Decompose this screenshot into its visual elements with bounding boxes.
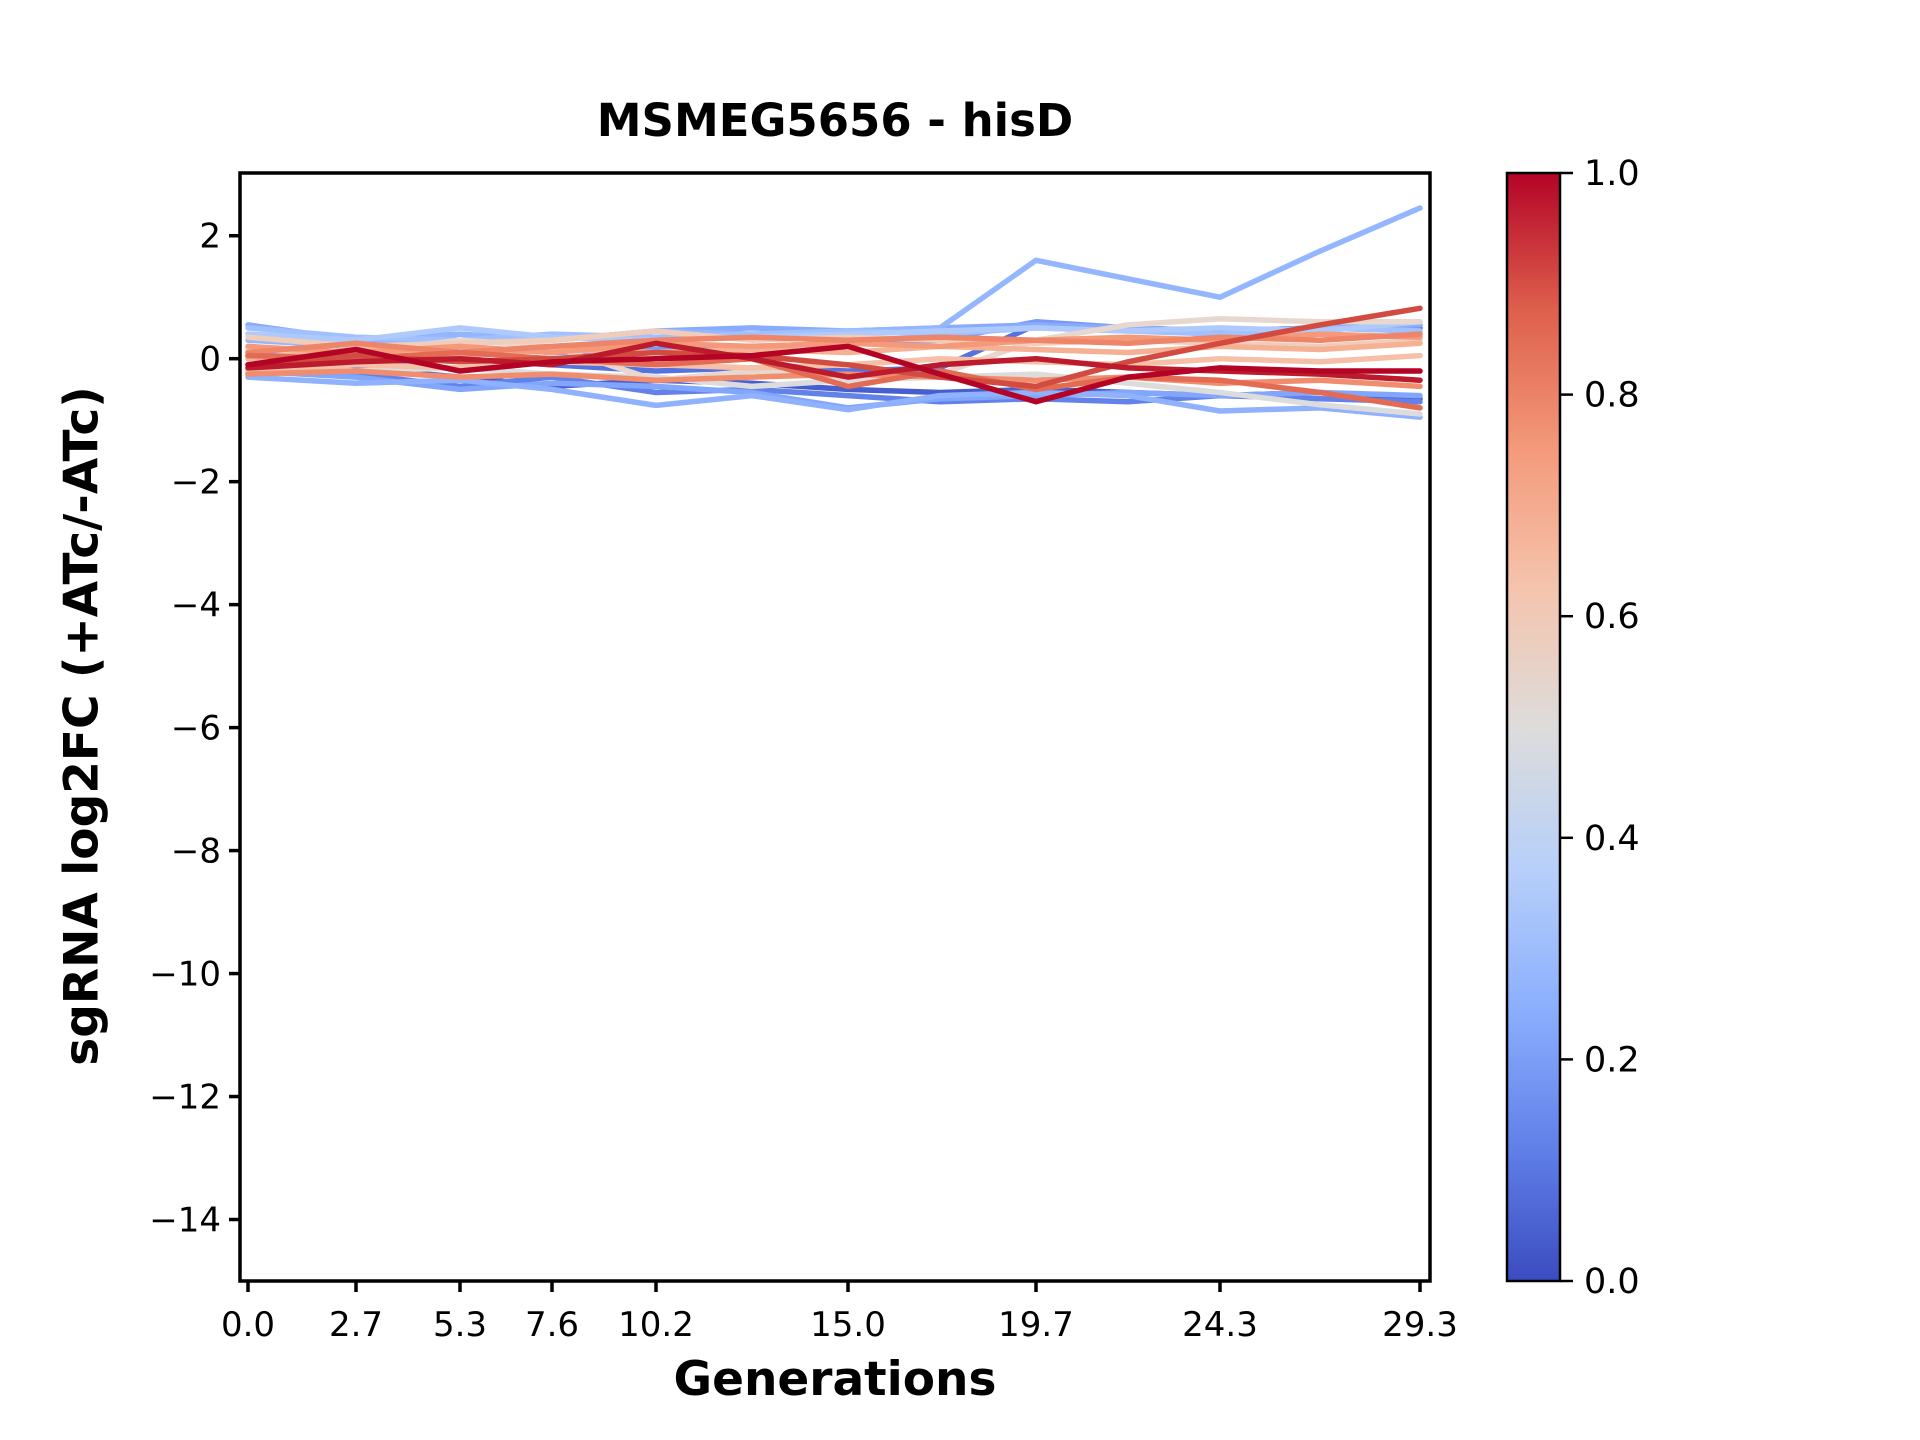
sgrna-line [245, 343, 1423, 405]
colorbar [1507, 173, 1560, 1281]
sgrna-line [245, 340, 1423, 383]
sgrna-line [245, 374, 1423, 420]
y-tick-label: −8 [171, 832, 221, 872]
colorbar-tick-label: 0.0 [1584, 1262, 1640, 1302]
colorbar-tick-label: 0.6 [1584, 597, 1640, 637]
colorbar-tick-label: 0.4 [1584, 819, 1640, 859]
sgrna-lines-group [245, 205, 1423, 420]
y-tick-label: −14 [149, 1201, 221, 1241]
y-tick-label: −2 [171, 463, 221, 503]
x-tick-label: 24.3 [1182, 1305, 1258, 1345]
colorbar-tick-label: 0.8 [1584, 376, 1640, 416]
y-tick-label: −4 [171, 586, 221, 626]
colorbar-tick-label: 0.2 [1584, 1040, 1640, 1080]
colorbar-tick-label: 1.0 [1584, 154, 1640, 194]
x-axis-label: Generations [673, 1352, 997, 1407]
x-tick-label: 7.6 [525, 1305, 579, 1345]
sgrna-line [245, 205, 1423, 350]
sgrna-line [245, 349, 1423, 411]
sgrna-line [245, 319, 1423, 343]
sgrna-line [245, 340, 1423, 362]
x-tick-label: 0.0 [221, 1305, 275, 1345]
sgrna-line [245, 305, 1423, 390]
sgrna-line [245, 368, 1423, 390]
x-tick-label: 2.7 [329, 1305, 383, 1345]
x-tick-label: 19.7 [998, 1305, 1074, 1345]
chart-title: MSMEG5656 - hisD [596, 94, 1074, 147]
x-tick-label: 15.0 [810, 1305, 886, 1345]
y-tick-label: 0 [199, 340, 221, 380]
y-tick-label: 2 [199, 217, 221, 257]
x-tick-label: 10.2 [618, 1305, 694, 1345]
x-tick-label: 29.3 [1382, 1305, 1458, 1345]
colorbar-outline [1505, 171, 1562, 1283]
y-tick-label: −6 [171, 709, 221, 749]
y-tick-label: −10 [149, 955, 221, 995]
y-tick-label: −12 [149, 1078, 221, 1118]
x-tick-label: 5.3 [433, 1305, 487, 1345]
sgrna-line [245, 331, 1423, 356]
